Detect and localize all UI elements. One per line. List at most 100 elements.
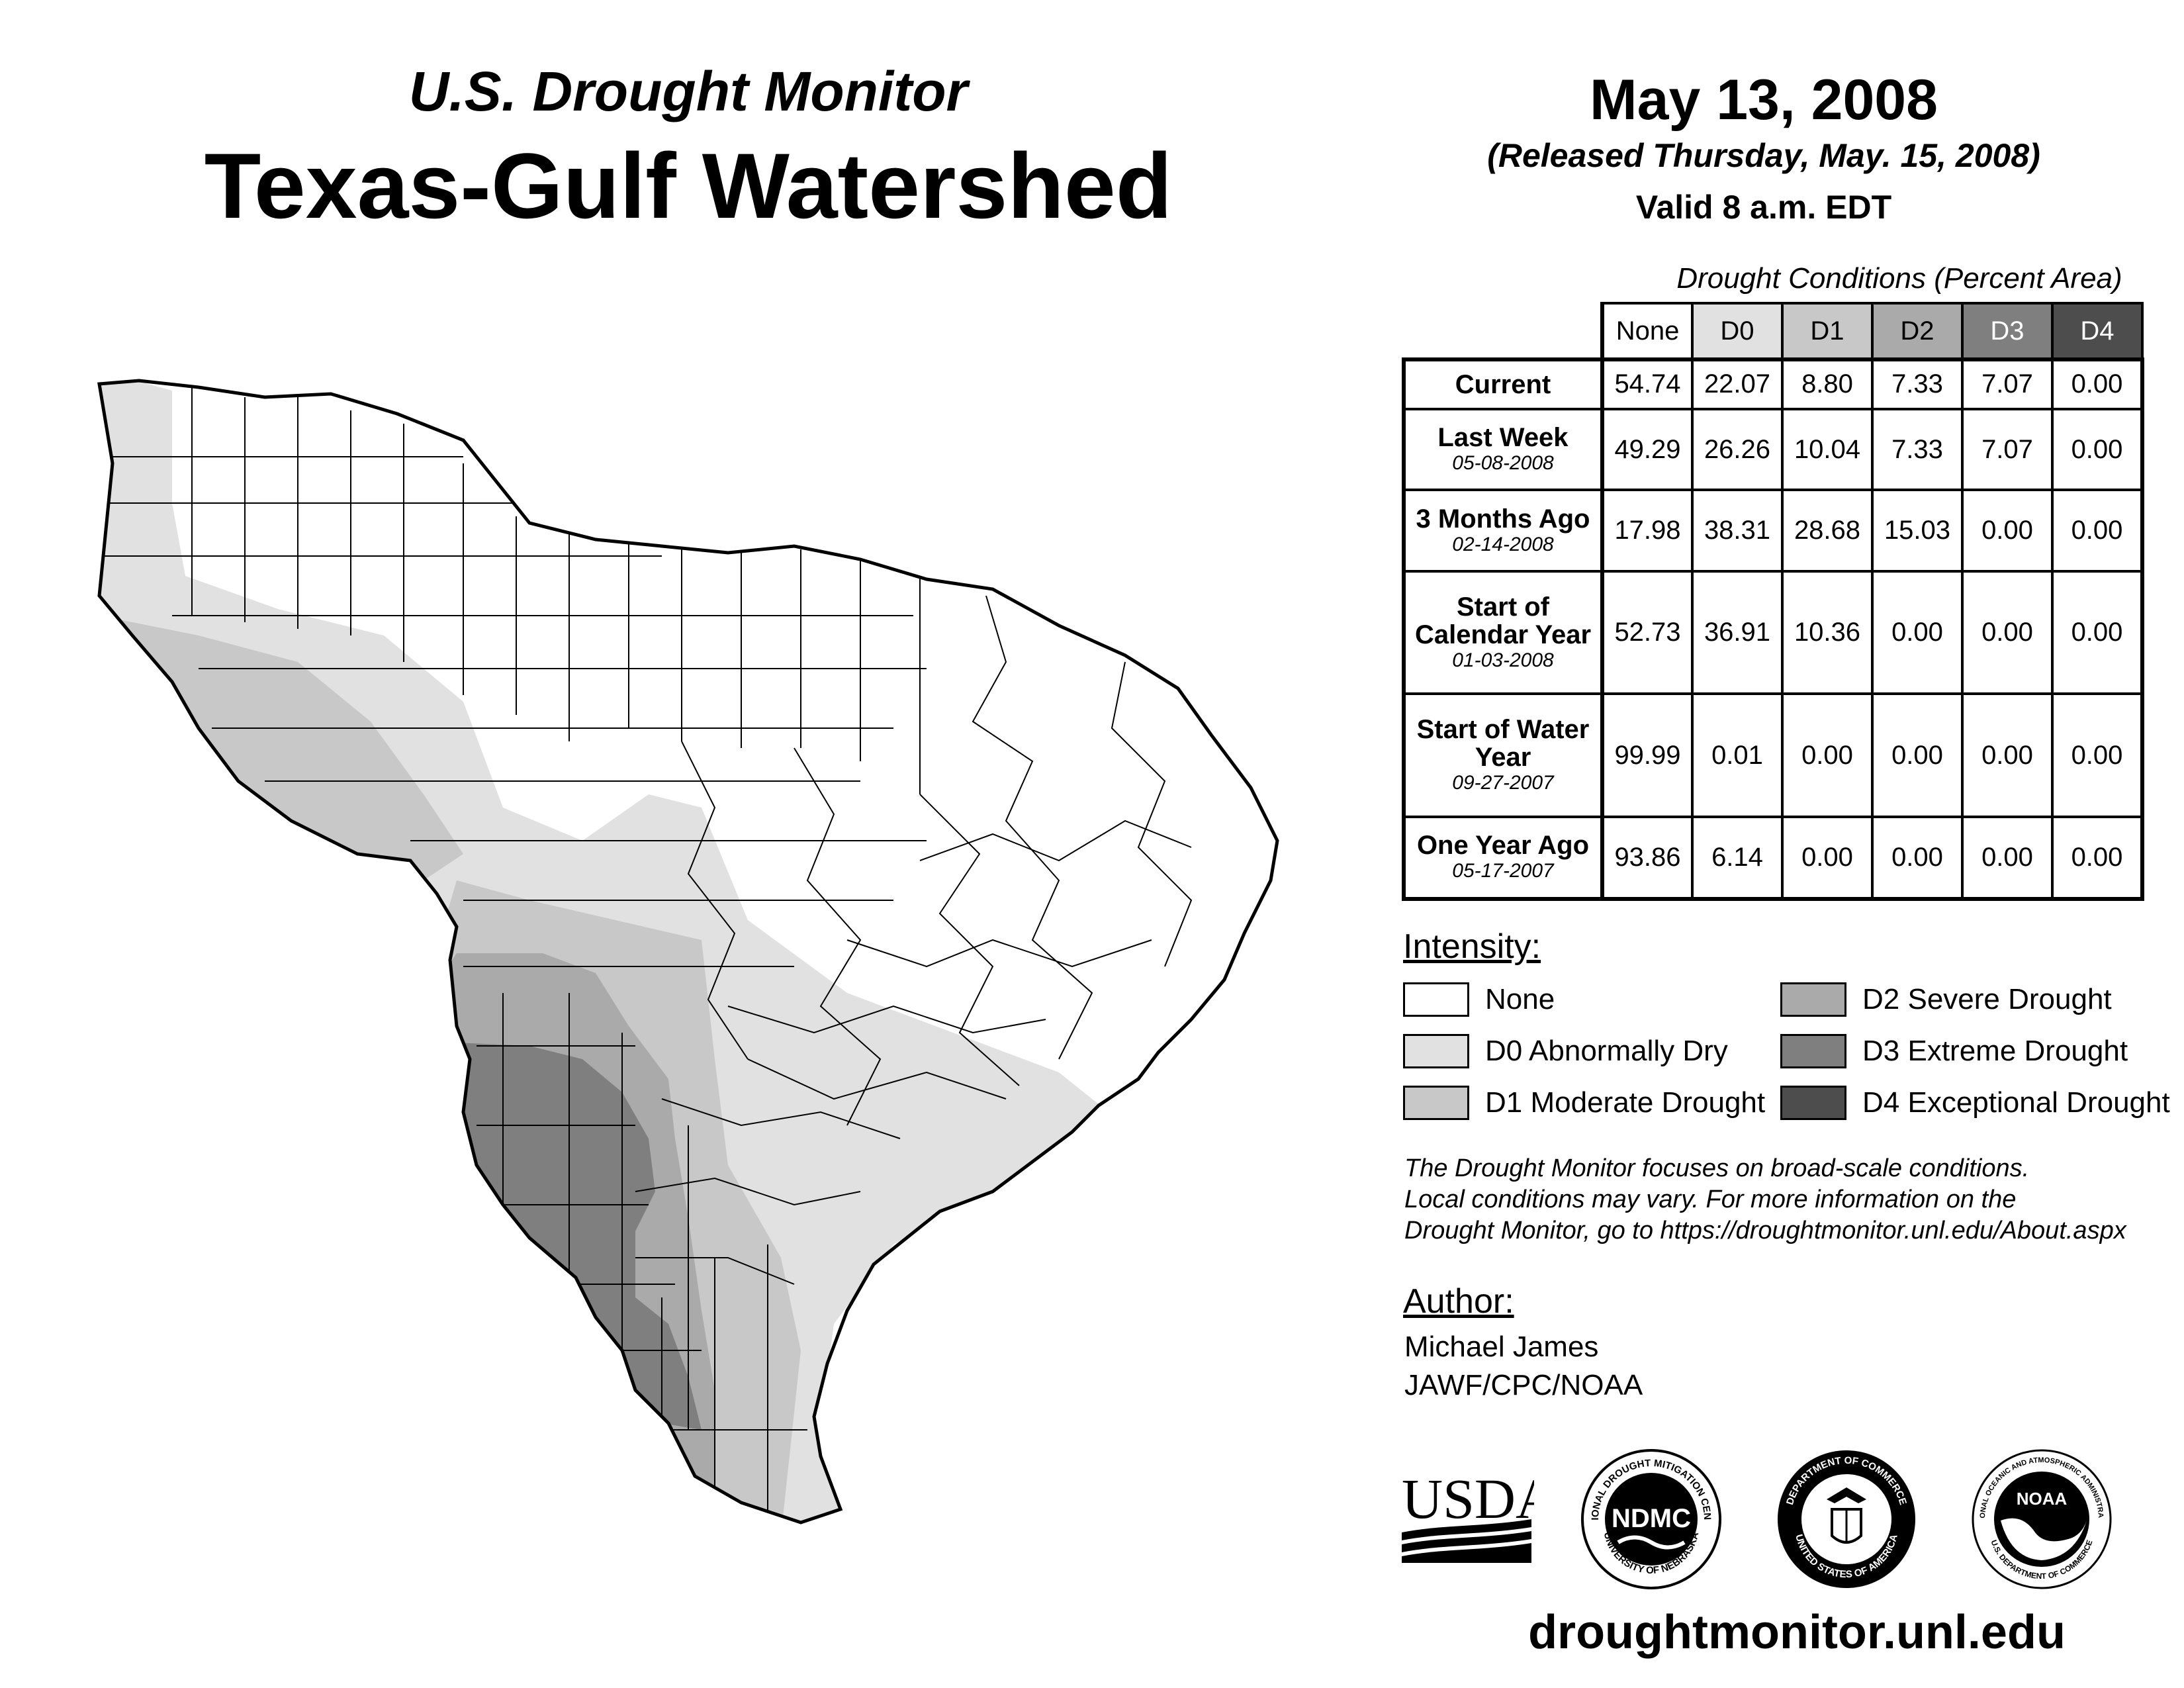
col-d4: D4 — [2051, 302, 2144, 361]
table-cell: 22.07 — [1691, 358, 1784, 410]
watershed-boundary — [97, 379, 1279, 1524]
table-row: Start of Water Year 09-27-2007 99.99 0.01 0.… — [1402, 692, 2144, 818]
legend-item: D0 Abnormally Dry — [1403, 1031, 1728, 1071]
row-label: One Year Ago 05-17-2007 — [1402, 815, 1604, 902]
map-title: Texas-Gulf Watershed — [204, 134, 1173, 238]
legend-label: D0 Abnormally Dry — [1485, 1035, 1728, 1067]
table-cell: 0.00 — [2051, 489, 2144, 573]
table-cell: 26.26 — [1691, 407, 1784, 492]
table-cell: 8.80 — [1781, 358, 1874, 410]
map-date: May 13, 2008 — [1590, 68, 1938, 132]
table-cell: 7.33 — [1871, 407, 1964, 492]
drought-conditions-table: None D0 D1 D2 D3 D4 Current 54.74 22.07 8.8… — [1402, 302, 2144, 902]
disclaimer-line: Drought Monitor, go to https://droughtmo… — [1404, 1217, 2126, 1244]
table-cell: 7.07 — [1961, 358, 2054, 410]
table-cell: 99.99 — [1601, 692, 1694, 818]
ndmc-logo: NATIONAL DROUGHT MITIGATION CENTER UNIVE… — [1578, 1446, 1721, 1589]
legend-label: D4 Exceptional Drought — [1862, 1086, 2170, 1119]
table-cell: 49.29 — [1601, 407, 1694, 492]
row-date: 05-17-2007 — [1452, 860, 1554, 882]
row-label: Start of Water Year 09-27-2007 — [1402, 692, 1604, 818]
table-row: 3 Months Ago 02-14-2008 17.98 38.31 28.68 15.… — [1402, 489, 2144, 573]
legend-swatch — [1780, 1034, 1846, 1068]
table-cell: 0.00 — [2051, 569, 2144, 696]
website-link[interactable]: droughtmonitor.unl.edu — [1528, 1606, 2066, 1659]
table-caption: Drought Conditions (Percent Area) — [1676, 262, 2122, 295]
row-date: 01-03-2008 — [1452, 649, 1554, 671]
legend-swatch — [1780, 982, 1846, 1017]
header-blank-cell — [1404, 303, 1604, 361]
table-cell: 6.14 — [1691, 815, 1784, 902]
legend-item: D2 Severe Drought — [1780, 980, 2112, 1019]
table-cell: 15.03 — [1871, 489, 1964, 573]
row-label-text: Last Week — [1437, 423, 1569, 453]
legend-swatch — [1780, 1086, 1846, 1120]
legend-item: D3 Extreme Drought — [1780, 1031, 2128, 1071]
noaa-logo: NATIONAL OCEANIC AND ATMOSPHERIC ADMINIS… — [1969, 1446, 2112, 1589]
table-cell: 7.33 — [1871, 358, 1964, 410]
author-heading: Author: — [1403, 1282, 1514, 1321]
disclaimer: The Drought Monitor focuses on broad-sca… — [1404, 1153, 2172, 1246]
legend-heading: Intensity: — [1403, 927, 1541, 966]
legend-label: None — [1485, 983, 1555, 1015]
table-cell: 0.00 — [1961, 815, 2054, 902]
table-cell: 0.00 — [1871, 692, 1964, 818]
disclaimer-line: Local conditions may vary. For more info… — [1404, 1186, 2017, 1213]
release-date: (Released Thursday, May. 15, 2008) — [1487, 137, 2040, 174]
table-cell: 0.00 — [2051, 407, 2144, 492]
watershed-map — [97, 379, 1279, 1524]
col-d0: D0 — [1691, 302, 1784, 361]
table-row: One Year Ago 05-17-2007 93.86 6.14 0.00 0.00 0… — [1402, 815, 2144, 902]
legend-swatch — [1403, 1034, 1469, 1068]
row-label: 3 Months Ago 02-14-2008 — [1402, 489, 1604, 573]
author-org: JAWF/CPC/NOAA — [1404, 1369, 1643, 1401]
usda-logo: USDA — [1402, 1467, 1534, 1563]
table-cell: 0.00 — [1781, 815, 1874, 902]
legend-label: D2 Severe Drought — [1862, 983, 2112, 1015]
row-label-text: One Year Ago — [1416, 831, 1590, 861]
table-cell: 7.07 — [1961, 407, 2054, 492]
map-subtitle: U.S. Drought Monitor — [408, 60, 968, 122]
row-date: 02-14-2008 — [1452, 533, 1554, 555]
author-name: Michael James — [1404, 1331, 1599, 1363]
table-cell: 0.00 — [1961, 569, 2054, 696]
legend-label: D1 Moderate Drought — [1485, 1086, 1766, 1119]
col-d3: D3 — [1961, 302, 2054, 361]
table-cell: 0.00 — [2051, 358, 2144, 410]
table-cell: 17.98 — [1601, 489, 1694, 573]
col-none: None — [1601, 302, 1694, 361]
legend-label: D3 Extreme Drought — [1862, 1035, 2128, 1067]
table-cell: 36.91 — [1691, 569, 1784, 696]
table-cell: 52.73 — [1601, 569, 1694, 696]
valid-time: Valid 8 a.m. EDT — [1635, 189, 1892, 226]
table-cell: 54.74 — [1601, 358, 1694, 410]
legend-item: D1 Moderate Drought — [1403, 1083, 1765, 1123]
table-cell: 0.00 — [1781, 692, 1874, 818]
disclaimer-line: The Drought Monitor focuses on broad-sca… — [1404, 1154, 2030, 1182]
svg-text:USDA: USDA — [1402, 1467, 1534, 1530]
row-label: Last Week 05-08-2008 — [1402, 407, 1604, 492]
table-row: Start of Calendar Year 01-03-2008 52.73 36.… — [1402, 569, 2144, 696]
row-date: 09-27-2007 — [1452, 772, 1554, 794]
department-of-commerce-seal: DEPARTMENT OF COMMERCE UNITED STATES OF … — [1778, 1450, 1915, 1588]
col-d1: D1 — [1781, 302, 1874, 361]
table-cell: 28.68 — [1781, 489, 1874, 573]
legend-swatch — [1403, 982, 1469, 1017]
table-cell: 0.00 — [1961, 692, 2054, 818]
table-cell: 0.00 — [1871, 815, 1964, 902]
row-label-text: 3 Months Ago — [1416, 504, 1590, 534]
table-cell: 10.36 — [1781, 569, 1874, 696]
table-cell: 0.00 — [1961, 489, 2054, 573]
row-date: 05-08-2008 — [1452, 452, 1554, 475]
table-row: Last Week 05-08-2008 49.29 26.26 10.04 7.33 7.… — [1402, 407, 2144, 492]
row-label-text: Start of Water Year — [1416, 715, 1590, 773]
table-cell: 0.00 — [1871, 569, 1964, 696]
table-cell: 0.00 — [2051, 692, 2144, 818]
table-cell: 0.00 — [2051, 815, 2144, 902]
col-d2: D2 — [1871, 302, 1964, 361]
row-label-text: Start of Calendar Year — [1414, 592, 1592, 649]
svg-text:NOAA: NOAA — [2017, 1489, 2068, 1509]
row-label-text: Current — [1455, 369, 1551, 399]
table-header-row: None D0 D1 D2 D3 D4 — [1404, 302, 2144, 361]
table-cell: 38.31 — [1691, 489, 1784, 573]
